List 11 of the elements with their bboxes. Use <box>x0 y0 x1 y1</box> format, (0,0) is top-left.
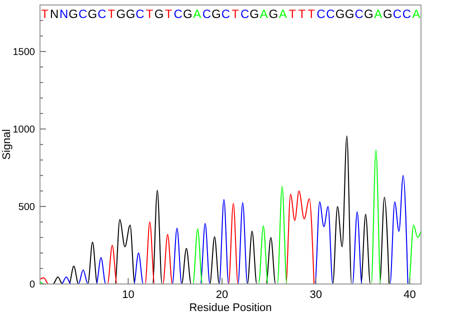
y-tick-label: 500 <box>18 202 36 213</box>
x-tick-label: 10 <box>122 289 134 301</box>
y-axis-title: Signal <box>1 129 13 160</box>
x-tick-label: 20 <box>216 289 228 301</box>
x-tick-label: 30 <box>310 289 322 301</box>
y-tick-label: 1500 <box>12 47 36 58</box>
x-tick-label: 40 <box>404 289 416 301</box>
x-axis-title: Residue Position <box>189 302 272 314</box>
y-tick-label: 0 <box>29 280 36 290</box>
y-tick-label: 1000 <box>12 124 36 136</box>
text: TNNGCGCTGGCTGTCGACGCTCGAGATTTCCGGCGAGCCA <box>41 7 420 22</box>
